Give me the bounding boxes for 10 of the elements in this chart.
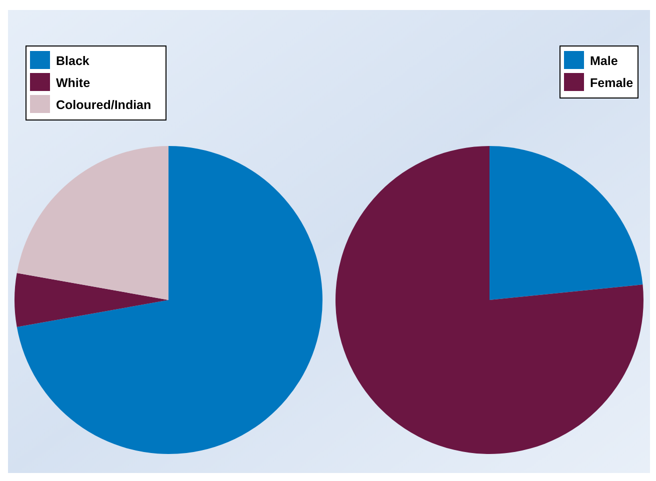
legend-label: Female <box>590 76 634 90</box>
pie-slice <box>16 146 168 300</box>
legend-label: White <box>56 76 90 90</box>
pie-slice <box>336 146 644 454</box>
legend-label: Coloured/Indian <box>56 98 152 112</box>
legend-label: Male <box>590 54 618 68</box>
pie-slice <box>490 146 643 300</box>
pie-slice <box>14 273 168 327</box>
pie-slice <box>16 146 322 454</box>
legend-label: Black <box>56 54 90 68</box>
